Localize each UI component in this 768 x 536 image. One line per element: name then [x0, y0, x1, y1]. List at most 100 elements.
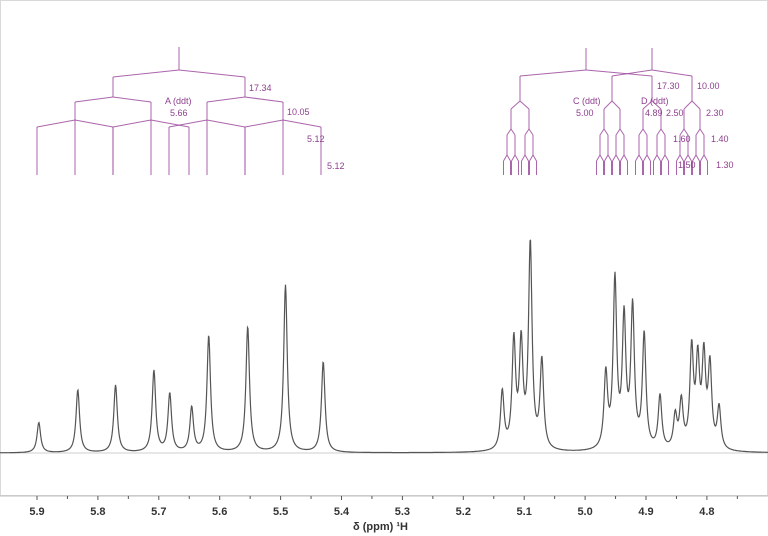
tree-branch [74, 119, 114, 128]
tree-branch [506, 128, 512, 136]
tree-branch [150, 119, 190, 128]
tree-branch [596, 154, 601, 162]
multiplet-d-label: D (ddt) [641, 96, 669, 106]
tree-branch [112, 69, 180, 78]
multiplet-d-shift: 4.89 [645, 108, 663, 118]
tree-branch [692, 154, 697, 162]
x-axis-ticks: 5.9 5.8 5.7 5.6 5.5 5.4 5.3 5.2 5.1 5.0 4.9 4.8 [29, 496, 738, 518]
tree-branch [651, 100, 662, 110]
tree-branch [206, 96, 246, 103]
tree-branch [112, 96, 152, 103]
coupling-a-1: 17.34 [249, 83, 272, 93]
coupling-c-2: 2.50 [666, 108, 684, 118]
tree-branch [660, 128, 666, 136]
tree-branch [603, 100, 613, 110]
tree-branch [642, 100, 653, 110]
tree-branch [615, 154, 620, 162]
tree-branch [503, 154, 508, 162]
splitting-trees [36, 47, 708, 175]
tree-branch [506, 154, 511, 162]
tree-branch [651, 69, 693, 77]
tree-branch [604, 154, 609, 162]
x-axis-label: δ (ppm) ¹H [353, 521, 408, 533]
tree-branch [635, 154, 640, 162]
tree-branch [511, 154, 516, 162]
tree-branch [676, 154, 681, 162]
splitting-tree-labels: A (ddt) 5.66 17.34 10.05 5.12 5.12 C (dd… [165, 81, 734, 171]
tree-branch [244, 96, 284, 103]
x-tick-label: 5.6 [212, 506, 227, 518]
tree-branch [653, 154, 658, 162]
tree-branch [524, 128, 530, 136]
tree-branch [642, 128, 648, 136]
tree-branch [529, 154, 534, 162]
tree-branch [656, 154, 661, 162]
x-tick-label: 5.5 [273, 506, 288, 518]
tree-branch [695, 128, 701, 136]
tree-branch [36, 119, 76, 128]
tree-branch [700, 154, 705, 162]
tree-branch [661, 154, 666, 162]
tree-branch [619, 128, 625, 136]
tree-branch [607, 154, 612, 162]
x-tick-label: 4.8 [699, 506, 714, 518]
tree-branch [687, 154, 692, 162]
multiplet-c-shift: 5.00 [576, 108, 594, 118]
spectrum-trace [0, 239, 768, 454]
tree-branch [638, 128, 644, 136]
tree-branch [585, 69, 653, 77]
coupling-a-3: 5.12 [307, 134, 325, 144]
tree-branch [612, 154, 617, 162]
tree-branch [646, 154, 651, 162]
tree-branch [599, 128, 605, 136]
tree-branch [683, 100, 693, 110]
tree-branch [615, 128, 621, 136]
tree-branch [611, 69, 653, 77]
tree-branch [679, 128, 685, 136]
tree-branch [521, 154, 526, 162]
tree-branch [611, 100, 621, 110]
x-tick-label: 5.8 [90, 506, 105, 518]
tree-branch [510, 100, 521, 110]
multiplet-a-shift: 5.66 [170, 108, 188, 118]
tree-branch [638, 154, 643, 162]
coupling-d-3: 1.40 [711, 134, 729, 144]
tree-branch [74, 96, 114, 103]
tree-branch [664, 154, 669, 162]
tree-branch [703, 154, 708, 162]
tree-branch [524, 154, 529, 162]
tree-branch [112, 119, 152, 128]
tree-branch [599, 154, 604, 162]
tree-branch [684, 154, 689, 162]
coupling-d-2: 2.30 [706, 108, 724, 118]
x-tick-label: 5.9 [29, 506, 44, 518]
x-tick-label: 5.0 [577, 506, 592, 518]
tree-branch [683, 128, 689, 136]
coupling-c-3: 1.60 [673, 134, 691, 144]
x-tick-label: 5.1 [517, 506, 532, 518]
tree-branch [514, 154, 519, 162]
coupling-a-4: 5.12 [327, 161, 345, 171]
coupling-d-4: 1.30 [716, 160, 734, 170]
tree-branch [603, 128, 609, 136]
x-tick-label: 5.2 [456, 506, 471, 518]
x-tick-label: 5.7 [151, 506, 166, 518]
tree-branch [244, 119, 284, 128]
tree-branch [282, 119, 322, 128]
multiplet-a-label: A (ddt) [165, 96, 192, 106]
tree-branch [519, 100, 530, 110]
tree-branch [623, 154, 628, 162]
tree-branch [178, 69, 246, 78]
tree-branch [532, 154, 537, 162]
tree-branch [691, 100, 701, 110]
tree-branch [620, 154, 625, 162]
multiplet-c-label: C (ddt) [573, 96, 601, 106]
tree-branch [528, 128, 534, 136]
tree-branch [510, 128, 516, 136]
coupling-c-4: 1.50 [678, 160, 696, 170]
plot-frame [0, 0, 768, 496]
coupling-c-1: 17.30 [657, 81, 680, 91]
tree-branch [519, 69, 587, 77]
tree-branch [168, 119, 208, 128]
